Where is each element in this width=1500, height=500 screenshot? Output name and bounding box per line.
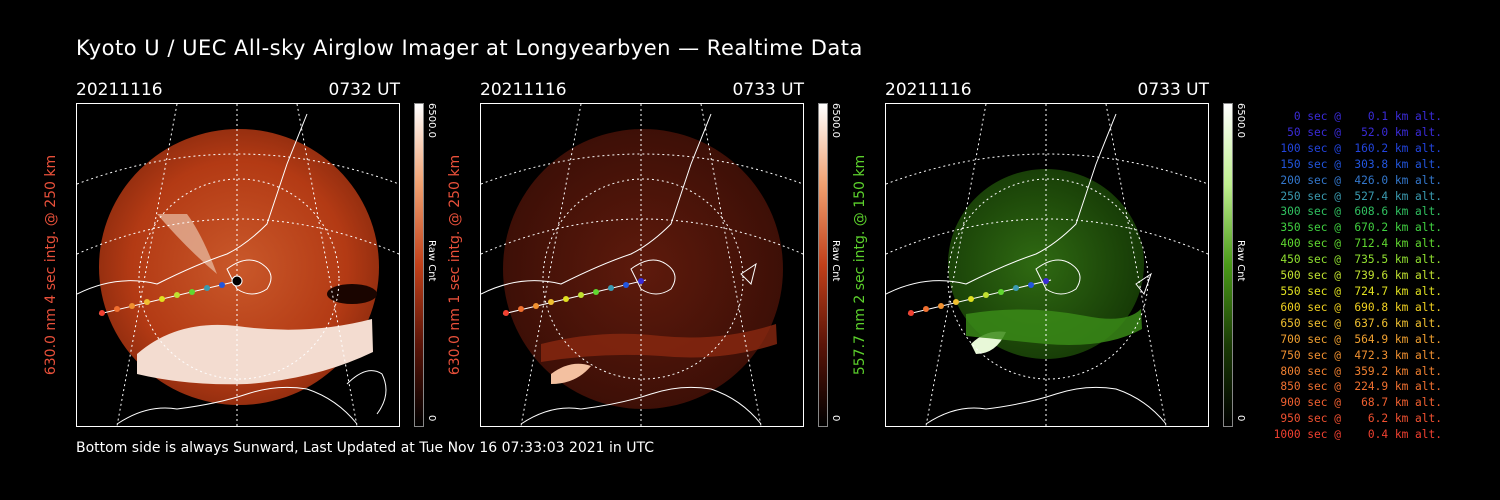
colorbar-unit: Raw Cnt — [830, 240, 841, 282]
airglow-panel-1: 20211116 0732 UT 630.0 nm 4 sec intg. @ … — [43, 80, 496, 440]
legend-entry: 0 sec @ 0.1 km alt. — [1273, 110, 1442, 123]
coastlines — [77, 113, 387, 425]
grid-lines — [77, 104, 399, 426]
legend-entry: 400 sec @ 712.4 km alt. — [1273, 237, 1442, 251]
sky-image — [885, 103, 1209, 427]
colorbar-min: 0 — [426, 415, 437, 422]
aurora-arc — [137, 319, 373, 385]
panel-date: 20211116 — [885, 80, 972, 100]
legend-entry: 1000 sec @ 0.4 km alt. — [1273, 428, 1442, 442]
sky-image-svg — [77, 104, 399, 426]
legend-entry: 100 sec @ 160.2 km alt. — [1273, 141, 1442, 155]
panel-ylabel: 557.7 nm 2 sec intg. @ 150 km — [852, 154, 868, 376]
trajectory — [98, 275, 243, 316]
coastlines — [481, 113, 762, 425]
colorbar — [414, 103, 424, 427]
page-title: Kyoto U / UEC All-sky Airglow Imager at … — [76, 36, 863, 60]
panel-ylabel: 630.0 nm 1 sec intg. @ 250 km — [447, 154, 463, 376]
aurora-bright-spot — [551, 363, 591, 384]
dark-patch — [327, 284, 377, 304]
panel-date: 20211116 — [76, 80, 163, 100]
sky-image — [76, 103, 400, 427]
colorbar-max: 6500.0 — [1235, 103, 1246, 138]
colorbar-max: 6500.0 — [830, 103, 841, 138]
legend-entry: 250 sec @ 527.4 km alt. — [1273, 189, 1442, 203]
panel-time: 0733 UT — [732, 80, 805, 100]
colorbar-unit: Raw Cnt — [1235, 240, 1246, 282]
legend-entry: 500 sec @ 739.6 km alt. — [1273, 269, 1442, 283]
colorbar-unit: Raw Cnt — [426, 240, 437, 282]
legend-entry: 600 sec @ 690.8 km alt. — [1273, 300, 1442, 314]
legend-entry: 350 sec @ 670.2 km alt. — [1273, 221, 1442, 235]
coastlines — [886, 113, 1167, 425]
colorbar-max: 6500.0 — [426, 103, 437, 138]
sky-image-svg — [886, 104, 1208, 426]
aurora-arc — [541, 324, 777, 362]
colorbar — [1223, 103, 1233, 427]
panel-time: 0733 UT — [1137, 80, 1210, 100]
footer-note: Bottom side is always Sunward, Last Upda… — [76, 440, 654, 456]
legend-entry: 450 sec @ 735.5 km alt. — [1273, 253, 1442, 267]
legend-entry: 900 sec @ 68.7 km alt. — [1273, 396, 1442, 410]
legend-entry: 550 sec @ 724.7 km alt. — [1273, 284, 1442, 298]
panel-time: 0732 UT — [328, 80, 401, 100]
legend-entry: 750 sec @ 472.3 km alt. — [1273, 348, 1442, 362]
grid-lines — [886, 104, 1208, 426]
legend-entry: 950 sec @ 6.2 km alt. — [1273, 412, 1442, 426]
sky-image-svg — [481, 104, 803, 426]
grid-lines — [481, 104, 803, 426]
legend-entry: 650 sec @ 637.6 km alt. — [1273, 316, 1442, 330]
airglow-panel-3: 20211116 0733 UT 557.7 nm 2 sec intg. @ … — [852, 80, 1305, 440]
colorbar-min: 0 — [830, 415, 841, 422]
legend-entry: 200 sec @ 426.0 km alt. — [1273, 173, 1442, 187]
sky-image — [480, 103, 804, 427]
altitude-legend: 0 sec @ 0.1 km alt. 50 sec @ 52.0 km alt… — [1262, 109, 1442, 443]
legend-entry: 700 sec @ 564.9 km alt. — [1273, 332, 1442, 346]
airglow-panel-2: 20211116 0733 UT 630.0 nm 1 sec intg. @ … — [447, 80, 900, 440]
panel-date: 20211116 — [480, 80, 567, 100]
colorbar — [818, 103, 828, 427]
legend-entry: 150 sec @ 303.8 km alt. — [1273, 157, 1442, 171]
legend-entry: 850 sec @ 224.9 km alt. — [1273, 380, 1442, 394]
aurora-ray — [157, 214, 217, 274]
trajectory — [907, 278, 1052, 316]
colorbar-min: 0 — [1235, 415, 1246, 422]
trajectory — [502, 278, 647, 316]
legend-entry: 800 sec @ 359.2 km alt. — [1273, 364, 1442, 378]
legend-entry: 300 sec @ 608.6 km alt. — [1273, 205, 1442, 219]
panel-ylabel: 630.0 nm 4 sec intg. @ 250 km — [43, 154, 59, 376]
aurora-arc — [966, 309, 1142, 345]
legend-entry: 50 sec @ 52.0 km alt. — [1273, 125, 1442, 139]
sky-disk — [503, 129, 783, 409]
